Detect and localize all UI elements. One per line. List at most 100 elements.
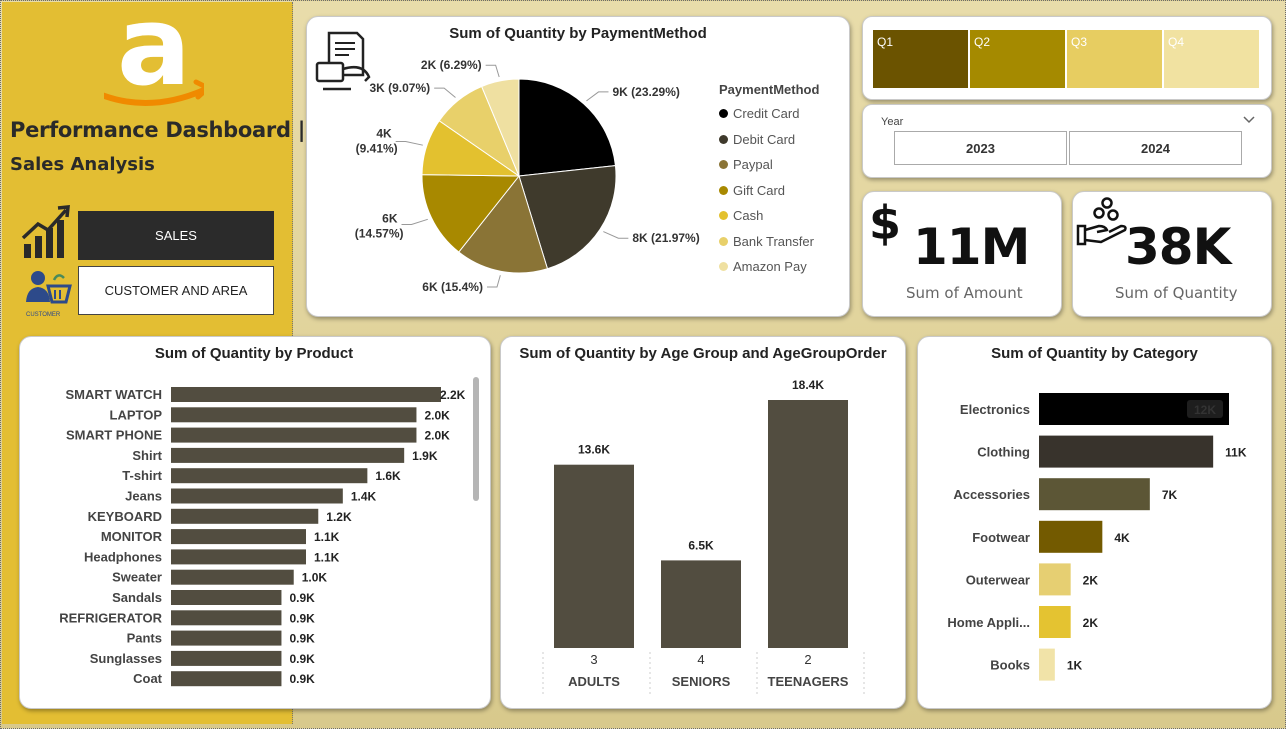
value-label-background [1187,400,1223,418]
legend-marker [719,160,728,170]
product-bar-t-shirt[interactable] [171,468,368,484]
product-value-label: 0.9K [289,652,315,666]
quarter-tile-q1[interactable]: Q1 [873,30,969,88]
pie-slice-credit-card[interactable] [518,78,616,177]
category-bar-home-appli[interactable] [1039,606,1071,638]
amount-kpi-value: 11M [913,218,1030,276]
product-bar-keyboard[interactable] [171,508,319,524]
age-order-label: 3 [590,652,597,667]
product-bar-jeans[interactable] [171,488,343,504]
category-bar-accessories[interactable] [1039,478,1150,511]
svg-text:a: a [117,2,191,110]
pie-legend: Credit Card Debit Card Paypal Gift Card Cash… [719,101,814,280]
pie-slice-amazon-pay[interactable] [481,78,520,177]
customer-area-nav-button[interactable]: CUSTOMER AND AREA [78,266,274,315]
legend-item-debit-card[interactable]: Debit Card [719,127,814,153]
product-chart-title: Sum of Quantity by Product [154,345,354,362]
product-bar-pants[interactable] [171,630,282,646]
amount-kpi-card: $ 11M Sum of Amount [862,191,1062,317]
product-bar-sandals[interactable] [171,590,282,605]
pie-slice-debit-card[interactable] [518,165,617,270]
age-category-label: SENIORS [672,674,731,689]
legend-marker [719,109,728,119]
amazon-logo-icon: a [104,2,204,110]
product-category-label: Jeans [125,489,162,504]
legend-marker [719,185,728,195]
product-value-label: 0.9K [289,611,315,625]
customer-icon [26,271,72,304]
quarter-label: Q2 [974,35,991,49]
age-value-label: 18.4K [792,378,824,392]
legend-item-gift-card[interactable]: Gift Card [719,178,814,204]
product-value-label: 1.1K [314,550,340,564]
year-option-2024[interactable]: 2024 [1069,131,1242,165]
product-bar-sweater[interactable] [171,569,294,585]
legend-marker [719,236,728,246]
product-bar-sunglasses[interactable] [171,650,282,666]
pie-data-label: 4K [376,127,392,141]
product-value-label: 2.2K [440,388,466,402]
pie-slice-gift-card[interactable] [421,174,521,253]
quantity-kpi-value: 38K [1125,218,1231,276]
quarter-label: Q1 [877,35,894,49]
product-scrollbar[interactable] [473,377,479,501]
pie-data-label-pct: (9.41%) [356,142,398,156]
category-bar-books[interactable] [1039,648,1055,681]
quantity-kpi-card: 38K Sum of Quantity [1072,191,1272,317]
age-value-label: 6.5K [688,538,714,552]
category-label: Books [990,658,1030,673]
product-value-label: 1.6K [375,469,401,483]
category-label: Electronics [960,402,1030,417]
payment-chart-title: Sum of Quantity by PaymentMethod [449,25,707,42]
category-bar-clothing[interactable] [1039,435,1214,468]
product-bar-chart: SMART WATCH 2.2K LAPTOP 2.0K SMART PHONE 2.0K… [59,387,466,687]
category-chart-card: Sum of Quantity by Category Electronics 1… [917,336,1272,709]
category-bar-outerwear[interactable] [1039,563,1071,596]
product-bar-smart-phone[interactable] [171,427,417,443]
dollar-icon: $ [869,196,902,250]
product-bar-laptop[interactable] [171,407,417,423]
pie-slice-paypal[interactable] [458,174,549,274]
quarter-tile-q3[interactable]: Q3 [1067,30,1163,88]
legend-item-bank-transfer[interactable]: Bank Transfer [719,229,814,255]
sales-nav-button[interactable]: SALES [78,211,274,260]
product-value-label: 1.9K [412,449,438,463]
legend-item-amazon-pay[interactable]: Amazon Pay [719,254,814,280]
legend-item-cash[interactable]: Cash [719,203,814,229]
product-bar-shirt[interactable] [171,447,405,463]
product-category-label: REFRIGERATOR [59,610,162,625]
pie-leader-line [401,218,428,225]
legend-marker [719,134,728,144]
product-category-label: LAPTOP [110,407,163,422]
legend-label: Amazon Pay [733,259,807,275]
quarter-tile-q2[interactable]: Q2 [970,30,1066,88]
chevron-down-icon[interactable] [1243,115,1255,125]
product-bar-refrigerator[interactable] [171,610,282,626]
pie-leader-line [485,64,500,78]
product-bar-smart-watch[interactable] [171,387,441,402]
product-category-label: Coat [133,671,163,686]
category-label: Outerwear [966,572,1030,587]
year-slicer-label: Year [881,116,904,128]
age-order-label: 2 [804,652,811,667]
legend-item-credit-card[interactable]: Credit Card [719,101,814,127]
age-bar-teenagers[interactable] [768,400,848,648]
age-bar-seniors[interactable] [661,560,741,648]
invoice-icon [315,31,371,91]
product-bar-headphones[interactable] [171,549,306,565]
year-option-2023[interactable]: 2023 [894,131,1067,165]
amount-kpi-label: Sum of Amount [906,284,1023,302]
product-category-label: SMART PHONE [66,428,162,443]
product-bar-monitor[interactable] [171,529,306,545]
product-value-label: 1.0K [302,571,328,585]
quarter-tile-q4[interactable]: Q4 [1164,30,1260,88]
legend-item-paypal[interactable]: Paypal [719,152,814,178]
category-label: Footwear [972,530,1030,545]
age-bar-adults[interactable] [554,464,634,648]
category-bar-footwear[interactable] [1039,520,1103,553]
product-category-label: MONITOR [101,529,163,544]
pie-data-label: 9K (23.29%) [613,85,680,99]
product-bar-coat[interactable] [171,671,282,687]
product-category-label: Sweater [112,570,162,585]
product-category-label: SMART WATCH [65,387,162,402]
